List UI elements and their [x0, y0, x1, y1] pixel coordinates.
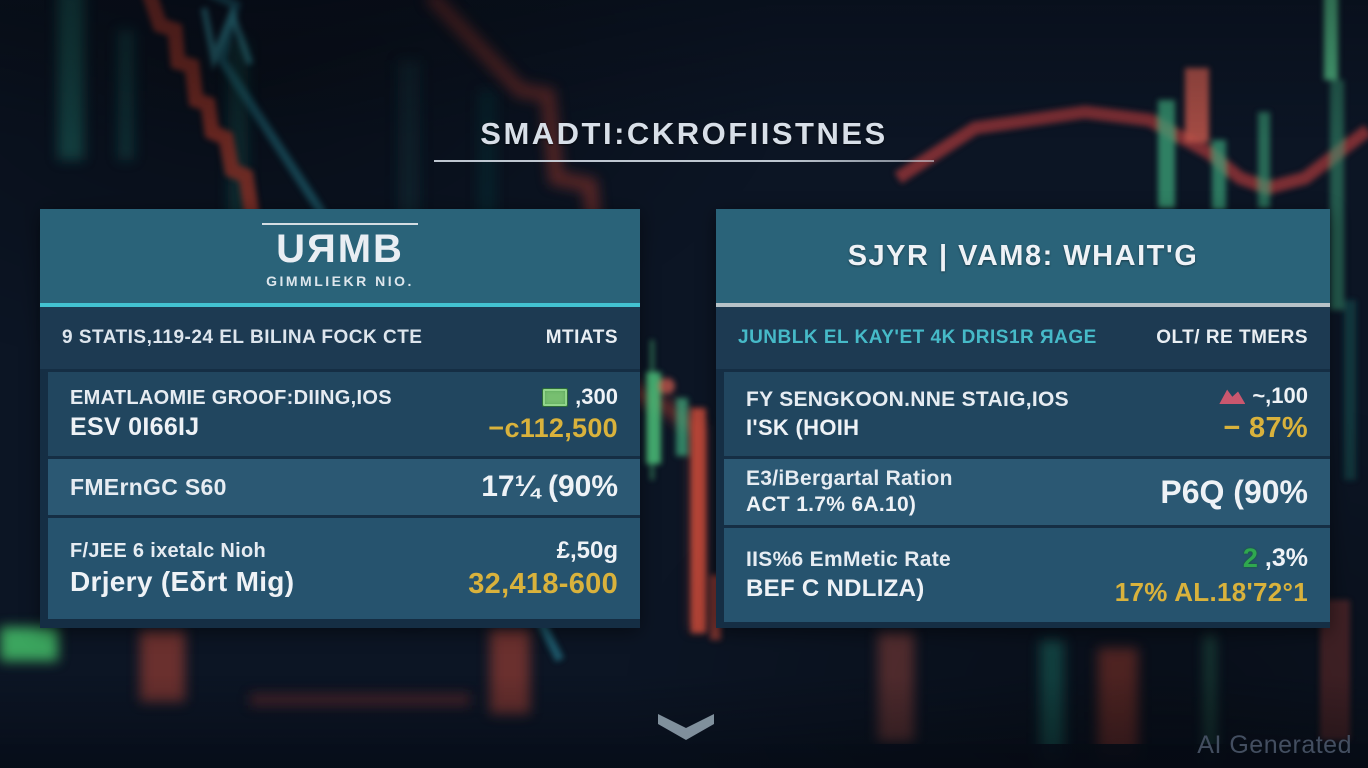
table-row: EMATLAOMIE GROOF:DIING,IOS ESV 0I66IJ ,3…	[48, 372, 640, 456]
right-panel-title: SJYR | VAM8: WHAIT'G	[847, 239, 1199, 272]
row-label-line1: FMErnGC S60	[70, 473, 227, 500]
row-label-line1: E3/iBergartal Ration	[746, 467, 953, 490]
row-label-line2: I'SK (HOIH	[746, 414, 860, 440]
left-panel-subheader: 9 STATIS,119-24 EL BILINA FOCK CTE MTIAT…	[40, 307, 640, 369]
row-values: P6Q (90%	[1160, 474, 1308, 511]
row-label-line1: F/JEE 6 ixetalc Nioh	[70, 539, 267, 562]
page-title: SMADTI:CKROFIISTNES	[480, 116, 888, 151]
row-value-line2: 32,418-600	[468, 567, 618, 600]
row-value-line1: ,3%	[1264, 543, 1308, 572]
right-panel-accent-divider	[716, 303, 1330, 307]
red-mountain-icon	[1219, 389, 1246, 404]
row-label-line1: EMATLAOMIE GROOF:DIING,IOS	[70, 386, 392, 409]
row-values: £,50g 32,418-600	[468, 537, 618, 601]
left-panel-logo: UЯMB	[262, 223, 418, 269]
row-value-line1: P6Q (90%	[1160, 473, 1308, 510]
row-label-line2: Drjery (Eδrt Mig)	[70, 565, 295, 597]
row-value-line1: £,50g	[556, 536, 618, 564]
left-panel-logo-subtitle: GIMMLIEKR NIO.	[266, 273, 414, 289]
row-value-line1: ~,100	[1252, 383, 1308, 408]
row-label-line2: BEF C NDLIZA)	[746, 574, 925, 602]
row-values: ~,100 − 87%	[1219, 383, 1308, 445]
row-labels: E3/iBergartal Ration ACT 1.7% 6A.10)	[746, 467, 953, 517]
row-labels: FY SENGKOON.NNE STAIG,IOS I'SK (HOIH	[746, 388, 1069, 441]
row-label-line1: FY SENGKOON.NNE STAIG,IOS	[746, 387, 1069, 411]
row-label-line1: IIS%6 EmMetic Rate	[746, 547, 951, 571]
table-row: FMErnGC S60 17¼ (90%	[48, 459, 640, 515]
row-value-line1: ,300	[575, 384, 618, 409]
row-values: 17¼ (90%	[481, 470, 618, 504]
ai-generated-watermark: AI Generated	[1197, 731, 1352, 759]
right-subheader-label: JUNBLK EL KAY'ET 4K DRIS1R ЯAGE	[738, 327, 1097, 348]
right-subheader-value: OLT/ RE TMERS	[1156, 327, 1308, 348]
row-labels: FMErnGC S60	[70, 474, 227, 501]
row-labels: F/JEE 6 ixetalc Nioh Drjery (Eδrt Mig)	[70, 540, 294, 598]
left-panel-header: UЯMB GIMMLIEKR NIO.	[40, 209, 640, 303]
row-values: ,300 −c112,500	[488, 384, 618, 444]
left-subheader-label: 9 STATIS,119-24 EL BILINA FOCK CTE	[62, 327, 423, 348]
row-value-line1: 17¼ (90%	[481, 470, 618, 503]
row-label-line2: ACT 1.7% 6A.10)	[746, 493, 917, 516]
right-panel-body: JUNBLK EL KAY'ET 4K DRIS1R ЯAGE OLT/ RE …	[716, 307, 1330, 628]
row-labels: IIS%6 EmMetic Rate BEF C NDLIZA)	[746, 548, 951, 603]
right-panel-header: SJYR | VAM8: WHAIT'G	[716, 209, 1330, 303]
row-value-line2: − 87%	[1223, 412, 1308, 444]
left-panel-accent-divider	[40, 303, 640, 307]
table-row: IIS%6 EmMetic Rate BEF C NDLIZA) 2 ,3% 1…	[724, 528, 1330, 622]
table-row: F/JEE 6 ixetalc Nioh Drjery (Eδrt Mig) £…	[48, 518, 640, 619]
row-label-line2: ESV 0I66IJ	[70, 412, 200, 441]
green-2-icon: 2	[1242, 542, 1258, 573]
green-badge-icon	[542, 387, 569, 407]
right-panel-subheader: JUNBLK EL KAY'ET 4K DRIS1R ЯAGE OLT/ RE …	[716, 307, 1330, 369]
left-subheader-value: MTIATS	[545, 327, 618, 348]
table-row: E3/iBergartal Ration ACT 1.7% 6A.10) P6Q…	[724, 459, 1330, 525]
table-row: FY SENGKOON.NNE STAIG,IOS I'SK (HOIH ~,1…	[724, 372, 1330, 456]
page-title-wrap: SMADTI:CKROFIISTNES	[0, 116, 1368, 152]
row-labels: EMATLAOMIE GROOF:DIING,IOS ESV 0I66IJ	[70, 387, 392, 442]
left-stats-panel: UЯMB GIMMLIEKR NIO. 9 STATIS,119-24 EL B…	[40, 209, 640, 628]
title-underline	[434, 160, 934, 162]
chevron-down-icon[interactable]	[658, 712, 714, 742]
row-value-line2: −c112,500	[488, 413, 618, 443]
left-panel-body: 9 STATIS,119-24 EL BILINA FOCK CTE MTIAT…	[40, 307, 640, 628]
row-value-line2: 17% AL.18'72°1	[1114, 576, 1308, 607]
right-stats-panel: SJYR | VAM8: WHAIT'G JUNBLK EL KAY'ET 4K…	[716, 209, 1330, 628]
row-values: 2 ,3% 17% AL.18'72°1	[1115, 543, 1308, 608]
